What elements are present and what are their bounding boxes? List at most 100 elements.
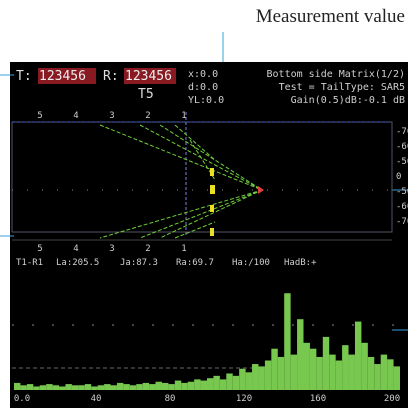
spectrum-bar (226, 373, 233, 390)
x-axis-label: 0.0 (14, 394, 30, 404)
spectrum-bar (97, 385, 105, 390)
spectrum-bar (194, 379, 201, 390)
spectrum-bar (187, 381, 195, 390)
spectrum-bar (110, 385, 117, 390)
status-readout: Ja:87.3 (120, 258, 158, 268)
scale-label: -50 (396, 187, 408, 197)
x-axis-label: 160 (310, 394, 326, 404)
spectrum-bar (33, 386, 40, 390)
spectrum-bar (252, 364, 259, 390)
spectrum-bar (387, 359, 394, 390)
echo-marker (210, 185, 215, 194)
spectrum-bar (303, 342, 310, 390)
spectrum-bar (367, 356, 375, 390)
scale-label: -50 (396, 157, 408, 167)
gain-readout: Gain(0.5)dB:-0.1 dB (291, 95, 405, 106)
scale-label: -60 (396, 142, 408, 152)
spectrum-bar (149, 384, 156, 390)
x-axis-label: 80 (165, 394, 176, 404)
scale-label: 1 (181, 111, 186, 121)
spectrum-bar (116, 382, 124, 390)
spectrum-bar (232, 375, 240, 390)
scale-label: 2 (145, 244, 150, 254)
spectrum-bar (46, 384, 53, 390)
spectrum-bar (342, 345, 349, 390)
spectrum-bar (71, 385, 79, 390)
spectrum-bar (329, 354, 336, 390)
status-readout: Ra:69.7 (176, 258, 214, 268)
focus-marker (258, 186, 264, 194)
spectrum-bar (65, 384, 72, 390)
spectrum-bar (20, 385, 27, 390)
echo-marker (210, 205, 214, 212)
scale-label: -70 (396, 127, 408, 137)
scale-label: -70 (396, 217, 408, 227)
spectrum-bar (213, 375, 220, 390)
spectrum-bar (123, 384, 130, 390)
spectrum-bar (168, 384, 175, 390)
spectrum-bar (361, 342, 368, 390)
instrument-screen (10, 62, 408, 408)
scale-label: 4 (73, 244, 78, 254)
spectrum-bar (322, 336, 330, 390)
spectrum-bar (181, 382, 188, 390)
spectrum-bar (142, 382, 150, 390)
scale-label: 0 (396, 172, 401, 182)
spectrum-bar (136, 384, 143, 390)
spectrum-bar (277, 356, 285, 390)
spectrum-bar (26, 384, 34, 390)
spectrum-bar (155, 381, 162, 390)
scale-label: 2 (145, 111, 150, 121)
x-axis-label: 40 (91, 394, 102, 404)
highlight (124, 68, 176, 84)
status-readout: La:205.5 (56, 258, 99, 268)
spectrum-bar (264, 360, 272, 390)
spectrum-bar (239, 368, 246, 390)
spectrum-bar (200, 380, 207, 390)
spectrum-bar (258, 366, 265, 390)
annotation-label: Measurement value (256, 6, 405, 27)
t-label: T: (16, 69, 32, 84)
spectrum-bar (161, 382, 169, 390)
spectrum-bar (374, 364, 381, 390)
spectrum-bar (245, 372, 253, 390)
spectrum-bar (129, 385, 137, 390)
status-readout: T1-R1 (16, 258, 43, 268)
spectrum-bar (207, 378, 214, 390)
spectrum-bar (84, 384, 92, 390)
test-readout: Test = TailType: SAR5 (279, 82, 405, 93)
spectrum-bar (39, 385, 47, 390)
spectrum-bar (380, 354, 388, 390)
scale-label: -60 (396, 202, 408, 212)
spectrum-bar (335, 360, 343, 390)
spectrum-bar (91, 386, 98, 390)
yl-readout: YL:0.0 (188, 95, 224, 106)
spectrum-bar (78, 385, 85, 390)
spectrum-bar (14, 382, 21, 390)
spectrum-bar (284, 293, 291, 390)
spectrum-bar (174, 380, 182, 390)
scale-label: 3 (109, 244, 114, 254)
scale-label: 4 (73, 111, 78, 121)
spectrum-bar (316, 356, 323, 390)
spectrum-bar (59, 386, 66, 390)
highlight (38, 68, 96, 84)
echo-marker (210, 168, 214, 176)
r-label: R: (103, 69, 119, 84)
spectrum-bar (219, 379, 227, 390)
r-value: 123456 (125, 69, 172, 84)
spectrum-bar (290, 354, 298, 390)
spectrum-bar (348, 354, 355, 390)
probe-label: T5 (138, 87, 154, 102)
x-axis-label: 200 (384, 394, 400, 404)
x-axis-label: 120 (236, 394, 252, 404)
t-value: 123456 (39, 69, 86, 84)
spectrum-bar (104, 384, 111, 390)
spectrum-bar (309, 348, 317, 390)
spectrum-bar (354, 321, 362, 390)
spectrum-bar (297, 319, 304, 390)
mode-readout: Bottom side Matrix(1/2) (267, 69, 405, 80)
scale-label: 5 (37, 244, 42, 254)
spectrum-bar (393, 366, 400, 390)
